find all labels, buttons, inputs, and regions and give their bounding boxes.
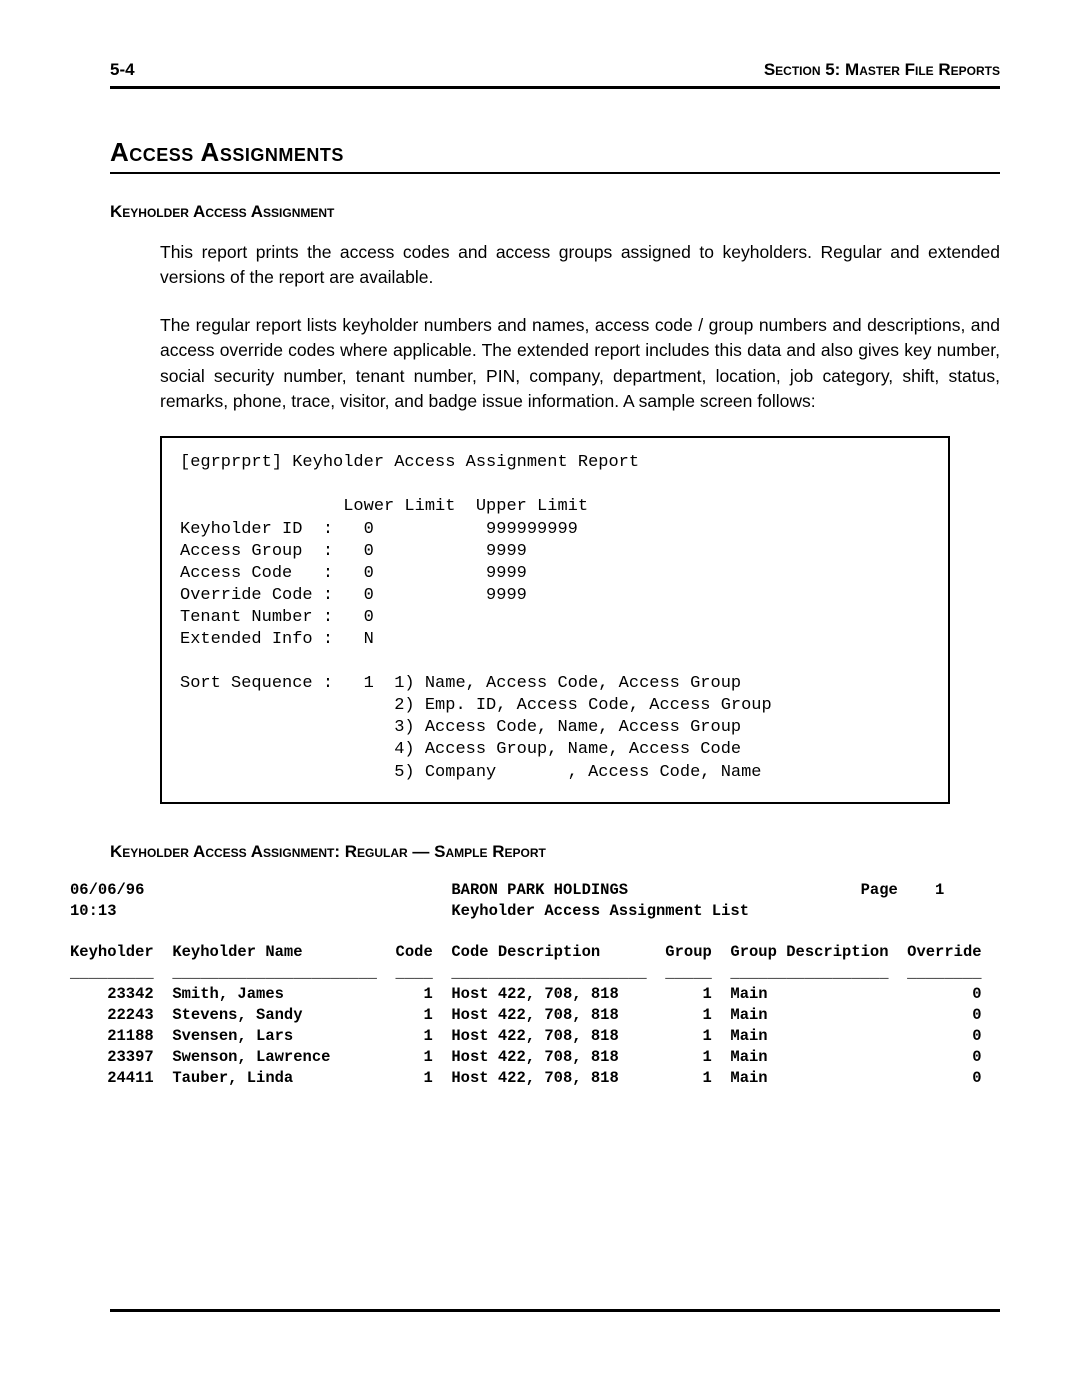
terminal-row: Keyholder ID : 0 999999999: [180, 520, 578, 539]
section-title: Access Assignments: [110, 137, 1000, 174]
footer-rule: [110, 1309, 1000, 1312]
terminal-row: Override Code : 0 9999: [180, 586, 527, 605]
terminal-sort-option: 3) Access Code, Name, Access Group: [180, 718, 741, 737]
terminal-row: Access Code : 0 9999: [180, 564, 527, 583]
report-column-header: Keyholder Keyholder Name Code Code Descr…: [70, 943, 982, 961]
report-header-line1: 06/06/96 BARON PARK HOLDINGS Page 1: [70, 881, 944, 899]
terminal-row: Tenant Number : 0: [180, 608, 374, 627]
terminal-sort-option: 4) Access Group, Name, Access Code: [180, 740, 741, 759]
report-header-line2: 10:13 Keyholder Access Assignment List: [70, 902, 749, 920]
terminal-title: [egrprprt] Keyholder Access Assignment R…: [180, 453, 639, 472]
subsection-title-1: Keyholder Access Assignment: [110, 202, 1000, 222]
terminal-row: Access Group : 0 9999: [180, 542, 527, 561]
report-row: 22243 Stevens, Sandy 1 Host 422, 708, 81…: [70, 1006, 982, 1024]
sample-report: 06/06/96 BARON PARK HOLDINGS Page 1 10:1…: [70, 880, 1000, 1089]
report-row: 21188 Svensen, Lars 1 Host 422, 708, 818…: [70, 1027, 982, 1045]
subsection-title-2: Keyholder Access Assignment: Regular — S…: [110, 842, 1000, 862]
terminal-row: Extended Info : N: [180, 630, 374, 649]
terminal-sort-option: 5) Company , Access Code, Name: [180, 763, 762, 782]
header-page-number: 5-4: [110, 60, 135, 80]
terminal-sort-option: 2) Emp. ID, Access Code, Access Group: [180, 696, 772, 715]
header-rule: [110, 86, 1000, 89]
paragraph-2: The regular report lists keyholder numbe…: [160, 313, 1000, 415]
terminal-sort-label: Sort Sequence : 1 1) Name, Access Code, …: [180, 674, 741, 693]
terminal-column-headers: Lower Limit Upper Limit: [180, 497, 588, 516]
report-row: 24411 Tauber, Linda 1 Host 422, 708, 818…: [70, 1069, 982, 1087]
paragraph-1: This report prints the access codes and …: [160, 240, 1000, 291]
page-header: 5-4 Section 5: Master File Reports: [110, 60, 1000, 86]
report-rule: _________ ______________________ ____ __…: [70, 964, 982, 982]
report-row: 23342 Smith, James 1 Host 422, 708, 818 …: [70, 985, 982, 1003]
header-section-label: Section 5: Master File Reports: [764, 60, 1000, 80]
terminal-screenshot: [egrprprt] Keyholder Access Assignment R…: [160, 436, 950, 803]
report-row: 23397 Swenson, Lawrence 1 Host 422, 708,…: [70, 1048, 982, 1066]
